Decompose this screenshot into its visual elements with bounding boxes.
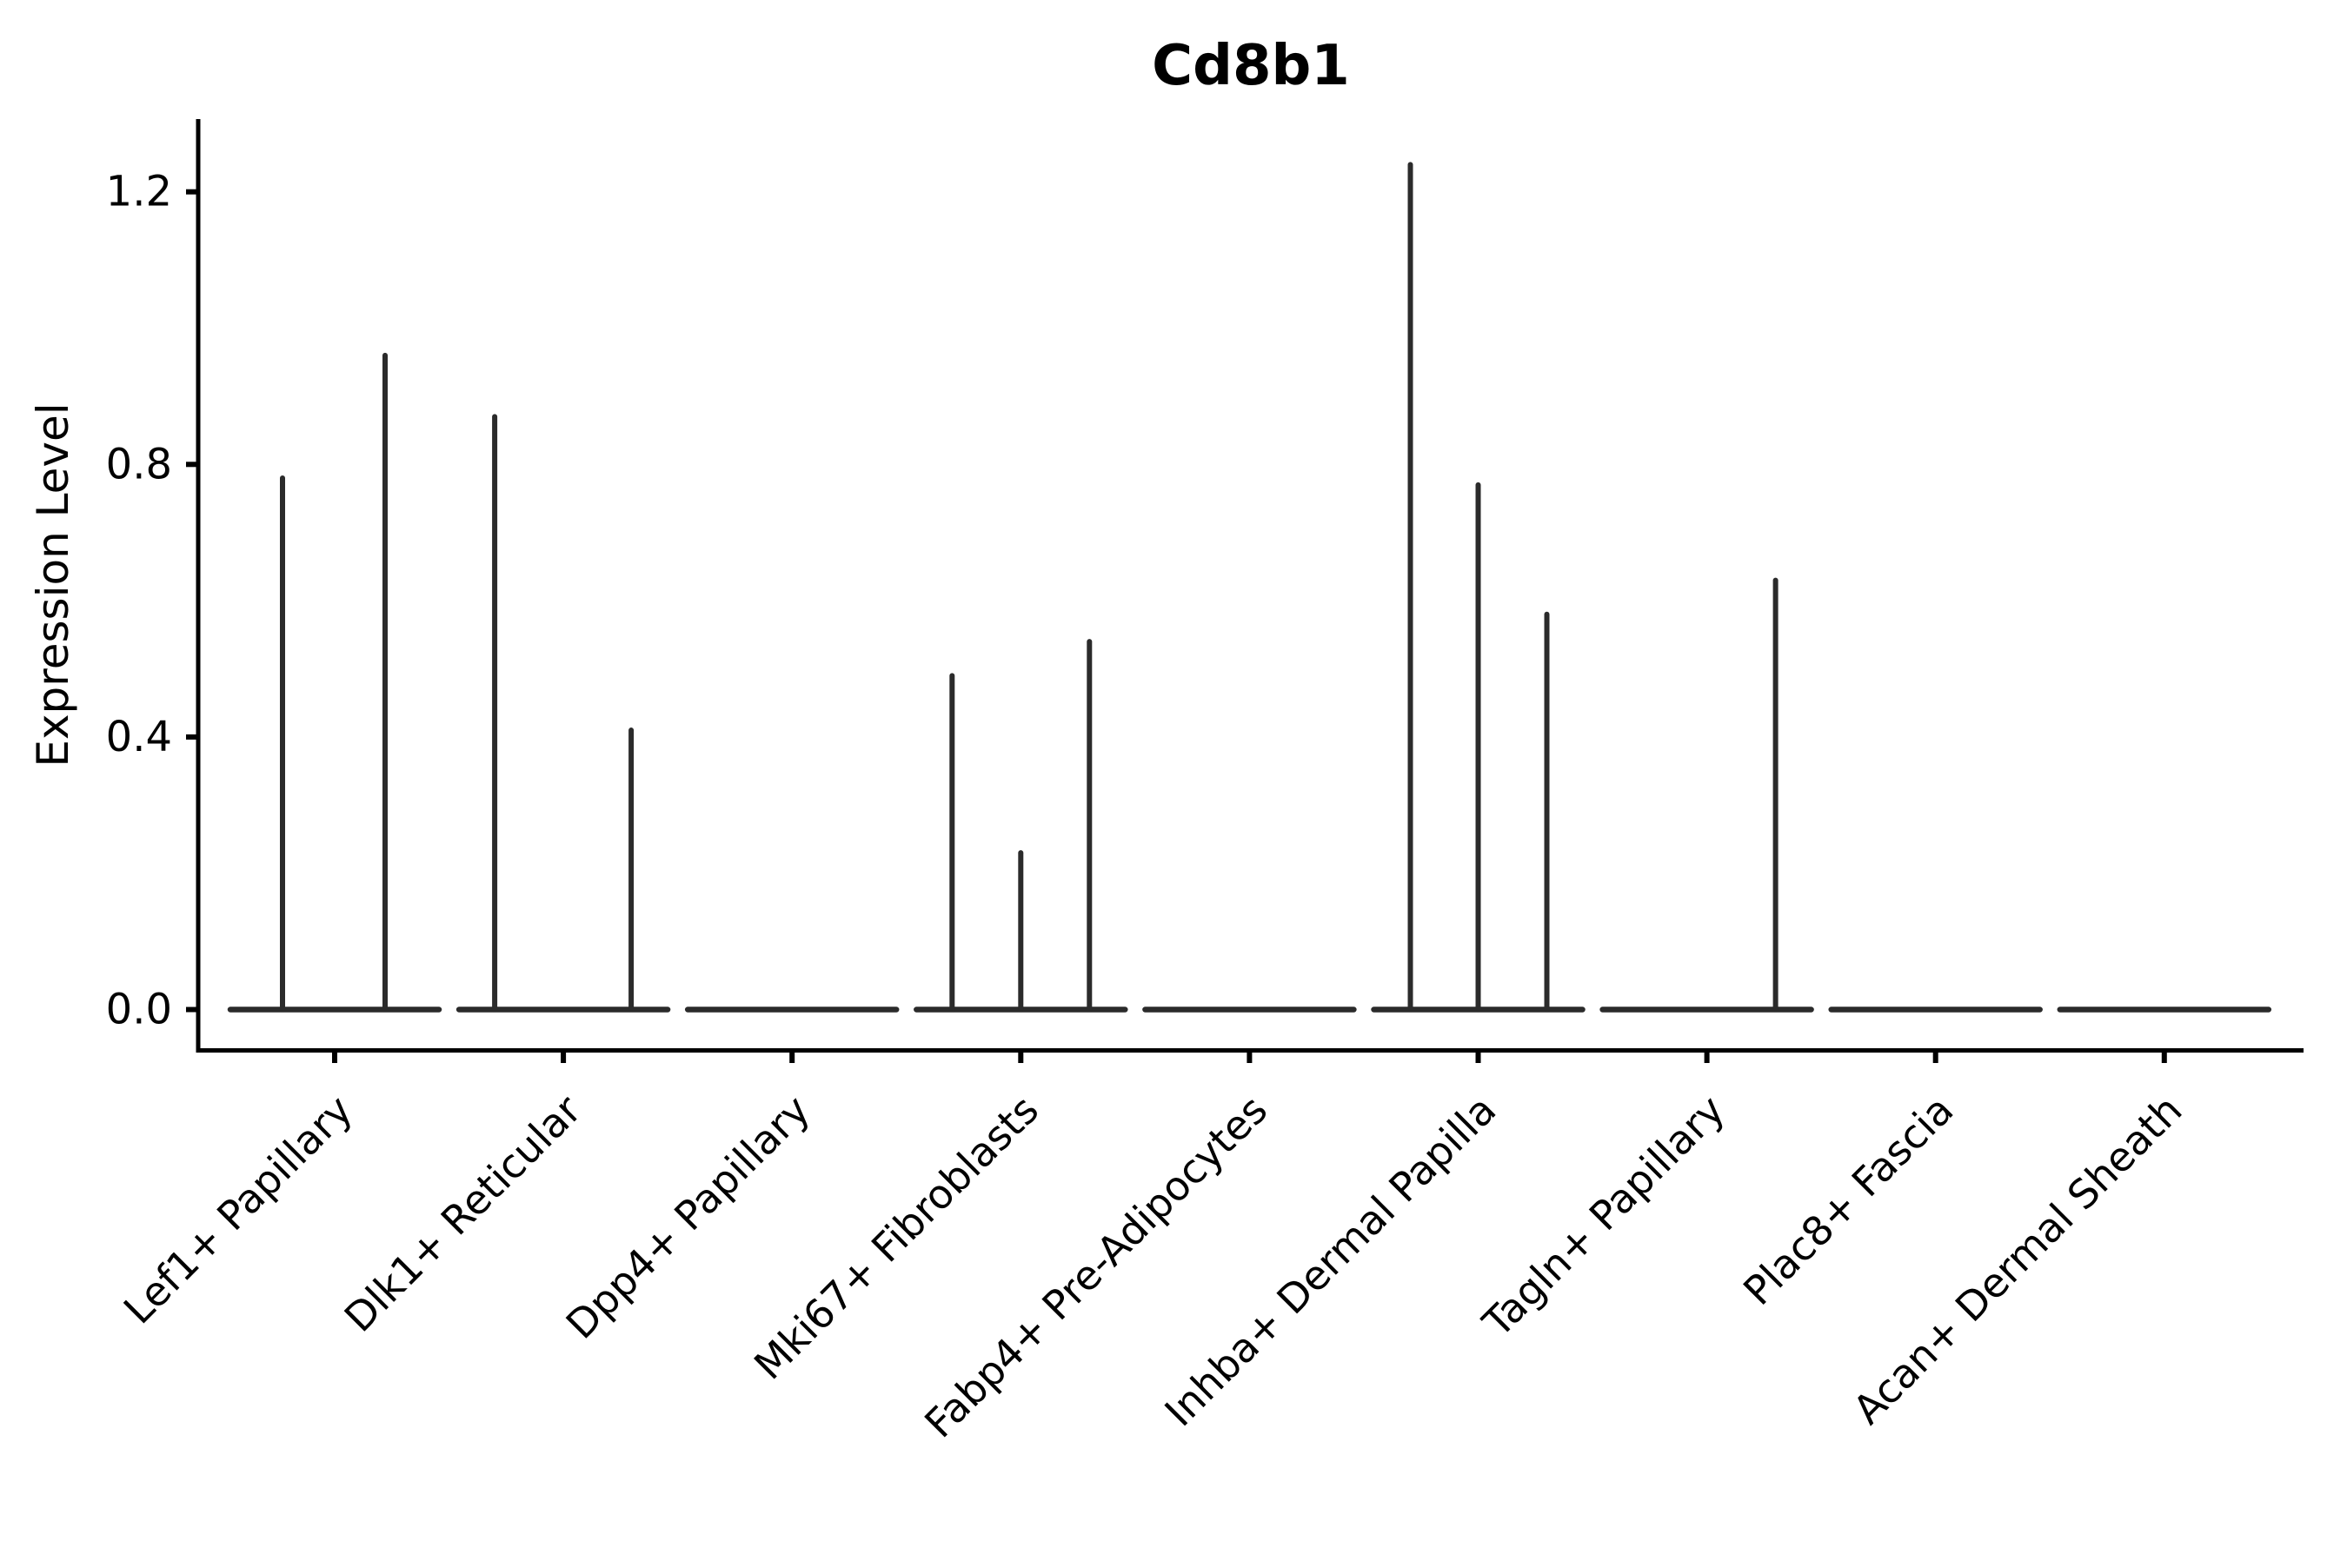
violin <box>1371 162 1586 1013</box>
x-tick-label: Dlk1+ Reticular <box>336 1086 590 1341</box>
violin <box>914 639 1128 1013</box>
x-tick-label: Dpp4+ Papillary <box>557 1086 819 1348</box>
violin <box>1599 577 1814 1013</box>
y-axis-label: Expression Level <box>28 402 78 767</box>
y-tick-label: 0.4 <box>106 713 172 761</box>
chart-title: Cd8b1 <box>1152 34 1350 98</box>
violin <box>455 414 671 1013</box>
violin <box>227 352 442 1013</box>
y-axis-ticks: 0.0 0.4 0.8 1.2 <box>106 168 198 1034</box>
y-tick-label: 0.0 <box>106 986 172 1034</box>
y-tick-label: 1.2 <box>106 168 172 216</box>
x-tick-label: Plac8+ Fascia <box>1734 1086 1962 1314</box>
x-tick-label: Lef1+ Papillary <box>115 1086 362 1333</box>
y-tick-label: 0.8 <box>106 440 172 488</box>
violins-layer <box>227 162 2272 1013</box>
x-tick-label: Tagln+ Papillary <box>1473 1086 1734 1347</box>
